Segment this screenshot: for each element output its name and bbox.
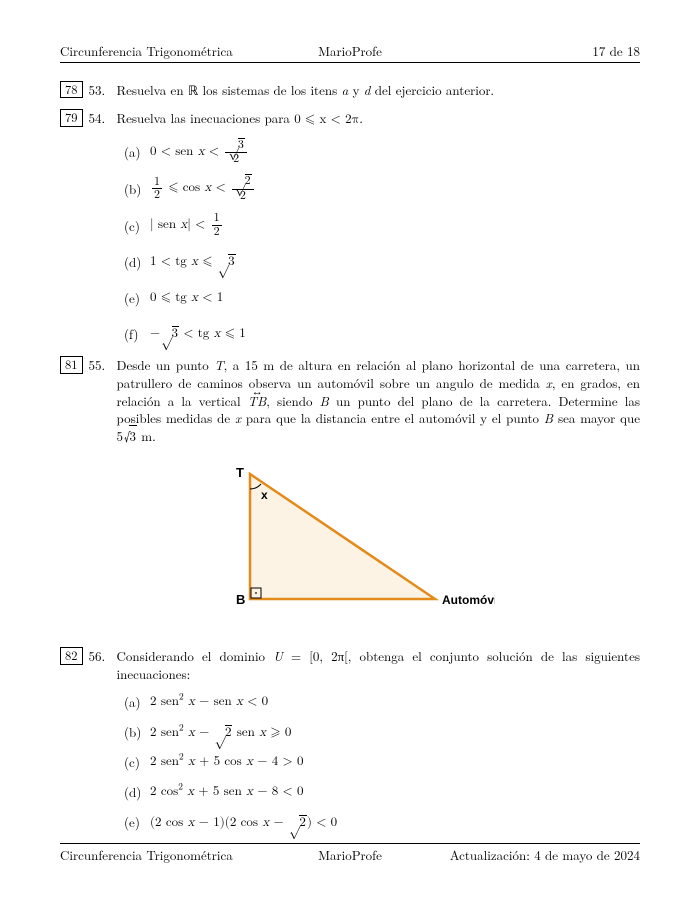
ref-box: 82 [60, 647, 83, 665]
problem-54-items: (a) 0 < sen x < 32 (b) 12 ⩽ cos x < 22 (… [124, 139, 640, 347]
item-56a: (a) 2 sen2 x − sen x < 0 [124, 692, 640, 712]
item-54a: (a) 0 < sen x < 32 [124, 139, 640, 166]
item-56e: (e) (2 cos x − 1)(2 cos x − 2) < 0 [124, 812, 640, 832]
text-frag: los sistemas de los itens [198, 80, 341, 99]
problem-56-items: (a) 2 sen2 x − sen x < 0 (b) 2 sen2 x − … [124, 692, 640, 832]
label-auto: Automóvil [442, 593, 495, 607]
item-56c: (c) 2 sen2 x + 5 cos x − 4 > 0 [124, 752, 640, 772]
right-angle-dot [255, 592, 257, 594]
text-frag: Resuelva las inecuaciones para [117, 108, 295, 127]
footer-right: Actualización: 4 de mayo de 2024 [450, 846, 640, 864]
problem-53: 78 53. Resuelva en ℝ los sistemas de los… [60, 81, 640, 100]
label-T: T [236, 465, 244, 480]
ref-box: 81 [60, 356, 83, 374]
item-label: (a) [124, 143, 150, 161]
item-56d: (d) 2 cos2 x + 5 sen x − 8 < 0 [124, 782, 640, 802]
problem-56: 82 56. Considerando el dominio U = [0, 2… [60, 647, 640, 682]
content: 78 53. Resuelva en ℝ los sistemas de los… [60, 81, 640, 833]
label-x: x [261, 488, 268, 502]
item-expr: 0 < sen x < 32 [150, 139, 249, 166]
math-range: 0 ⩽ x < 2π. [294, 113, 363, 126]
page-footer: Circunferencia Trigonométrica MarioProfe… [60, 843, 640, 864]
item-expr: 2 cos2 x + 5 sen x − 8 < 0 [150, 783, 304, 801]
item-label: (c) [124, 217, 150, 235]
triangle-figure: T x B Automóvil [205, 459, 495, 629]
item-expr: 2 sen2 x + 5 cos x − 4 > 0 [150, 753, 304, 771]
header-center: MarioProfe [318, 42, 382, 60]
item-expr: −3 < tg x ⩽ 1 [150, 324, 246, 343]
problem-text: Desde un punto T, a 15 m de altura en re… [117, 356, 640, 445]
item-expr: 1 < tg x ⩽ 3 [150, 252, 236, 271]
item-54b: (b) 12 ⩽ cos x < 22 [124, 175, 640, 202]
ref-box: 79 [60, 109, 83, 127]
triangle-shape [250, 474, 435, 599]
page: Circunferencia Trigonométrica MarioProfe… [0, 0, 700, 832]
item-label: (d) [124, 253, 150, 271]
item-label: (b) [124, 723, 150, 741]
header-left: Circunferencia Trigonométrica [60, 42, 233, 60]
item-label: (d) [124, 783, 150, 801]
footer-center: MarioProfe [318, 846, 382, 864]
item-expr: 2 sen2 x − 2 sen x ⩾ 0 [150, 723, 291, 742]
problem-text: Considerando el dominio U = [0, 2π[, obt… [117, 647, 640, 682]
problem-text: Resuelva las inecuaciones para 0 ⩽ x < 2… [117, 109, 640, 129]
item-label: (f) [124, 325, 150, 343]
page-header: Circunferencia Trigonométrica MarioProfe… [60, 42, 640, 63]
text-frag: Resuelva en [117, 80, 188, 99]
problem-number: 54. [89, 109, 111, 127]
item-54e: (e) 0 ⩽ tg x < 1 [124, 284, 640, 310]
symbol-R: ℝ [188, 83, 198, 98]
problem-number: 56. [89, 647, 111, 665]
footer-left: Circunferencia Trigonométrica [60, 846, 233, 864]
problem-54: 79 54. Resuelva las inecuaciones para 0 … [60, 109, 640, 129]
item-expr: 0 ⩽ tg x < 1 [150, 289, 223, 307]
ref-box: 78 [60, 81, 83, 99]
text-frag: y [348, 80, 364, 99]
text-frag: del ejercicio anterior. [370, 80, 494, 99]
item-label: (b) [124, 180, 150, 198]
figure-55: T x B Automóvil [60, 459, 640, 629]
item-label: (c) [124, 753, 150, 771]
problem-55: 81 55. Desde un punto T, a 15 m de altur… [60, 356, 640, 445]
item-56b: (b) 2 sen2 x − 2 sen x ⩾ 0 [124, 722, 640, 742]
item-expr: 12 ⩽ cos x < 22 [150, 175, 256, 202]
item-label: (a) [124, 693, 150, 711]
problem-text: Resuelva en ℝ los sistemas de los itens … [117, 81, 640, 100]
problem-number: 53. [89, 81, 111, 99]
item-expr: | sen x| < 12 [150, 212, 224, 238]
item-54f: (f) −3 < tg x ⩽ 1 [124, 320, 640, 346]
item-54c: (c) | sen x| < 12 [124, 212, 640, 238]
item-54d: (d) 1 < tg x ⩽ 3 [124, 248, 640, 274]
label-B: B [236, 592, 245, 607]
item-label: (e) [124, 289, 150, 307]
item-label: (e) [124, 813, 150, 831]
header-right: 17 de 18 [592, 42, 640, 60]
item-expr: 2 sen2 x − sen x < 0 [150, 693, 268, 711]
problem-number: 55. [89, 356, 111, 374]
item-expr: (2 cos x − 1)(2 cos x − 2) < 0 [150, 813, 337, 832]
